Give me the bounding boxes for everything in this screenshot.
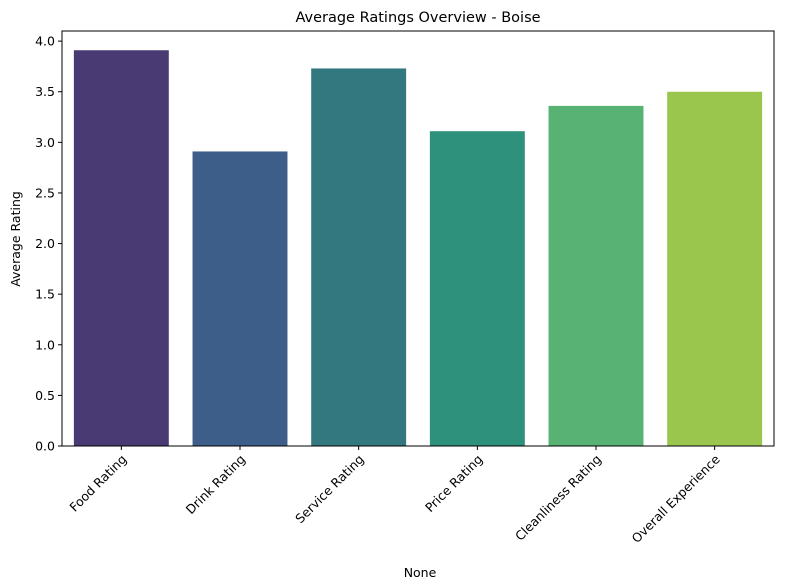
- y-axis-ticks: 0.0 0.5 1.0 1.5 2.0 2.5 3.0 3.5 4.0: [35, 34, 62, 454]
- y-tick-label: 3.5: [35, 84, 55, 99]
- y-tick-label: 4.0: [35, 34, 55, 49]
- plot-frame: [61, 30, 775, 447]
- y-tick-label: 0.0: [35, 439, 55, 454]
- y-tick-label: 3.0: [35, 135, 55, 150]
- bar-food-rating: [73, 50, 169, 446]
- y-axis-label: Average Rating: [8, 191, 23, 287]
- y-tick-label: 2.0: [35, 236, 55, 251]
- y-tick-label: 1.5: [35, 287, 55, 302]
- y-tick-label: 0.5: [35, 388, 55, 403]
- bar-cleanliness-rating: [548, 105, 644, 446]
- bar-drink-rating: [192, 151, 288, 446]
- bar-price-rating: [429, 131, 525, 446]
- chart-title: Average Ratings Overview - Boise: [295, 10, 540, 26]
- x-axis-label: None: [404, 565, 437, 580]
- y-tick-label: 1.0: [35, 337, 55, 352]
- y-tick-label: 2.5: [35, 185, 55, 200]
- bar-service-rating: [311, 68, 407, 446]
- bar-overall-experience: [667, 91, 763, 447]
- bars-group: [73, 50, 763, 447]
